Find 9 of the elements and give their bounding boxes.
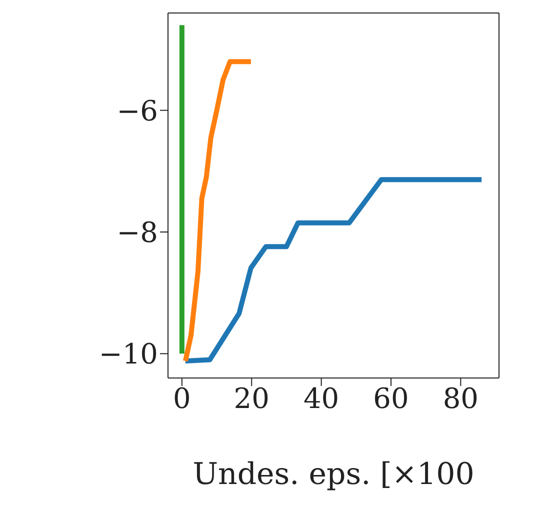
y-tick-label: −10 xyxy=(98,338,158,371)
y-tick-label: −6 xyxy=(116,94,158,128)
x-tick-label: 20 xyxy=(234,382,270,415)
y-tick-label: −8 xyxy=(116,216,158,249)
x-tick-label: 80 xyxy=(442,382,478,415)
x-axis-title: Undes. eps. [×100 xyxy=(192,457,474,492)
x-tick-label: 0 xyxy=(173,382,191,415)
x-tick-label: 40 xyxy=(303,382,340,415)
x-tick-label: 60 xyxy=(373,382,409,415)
